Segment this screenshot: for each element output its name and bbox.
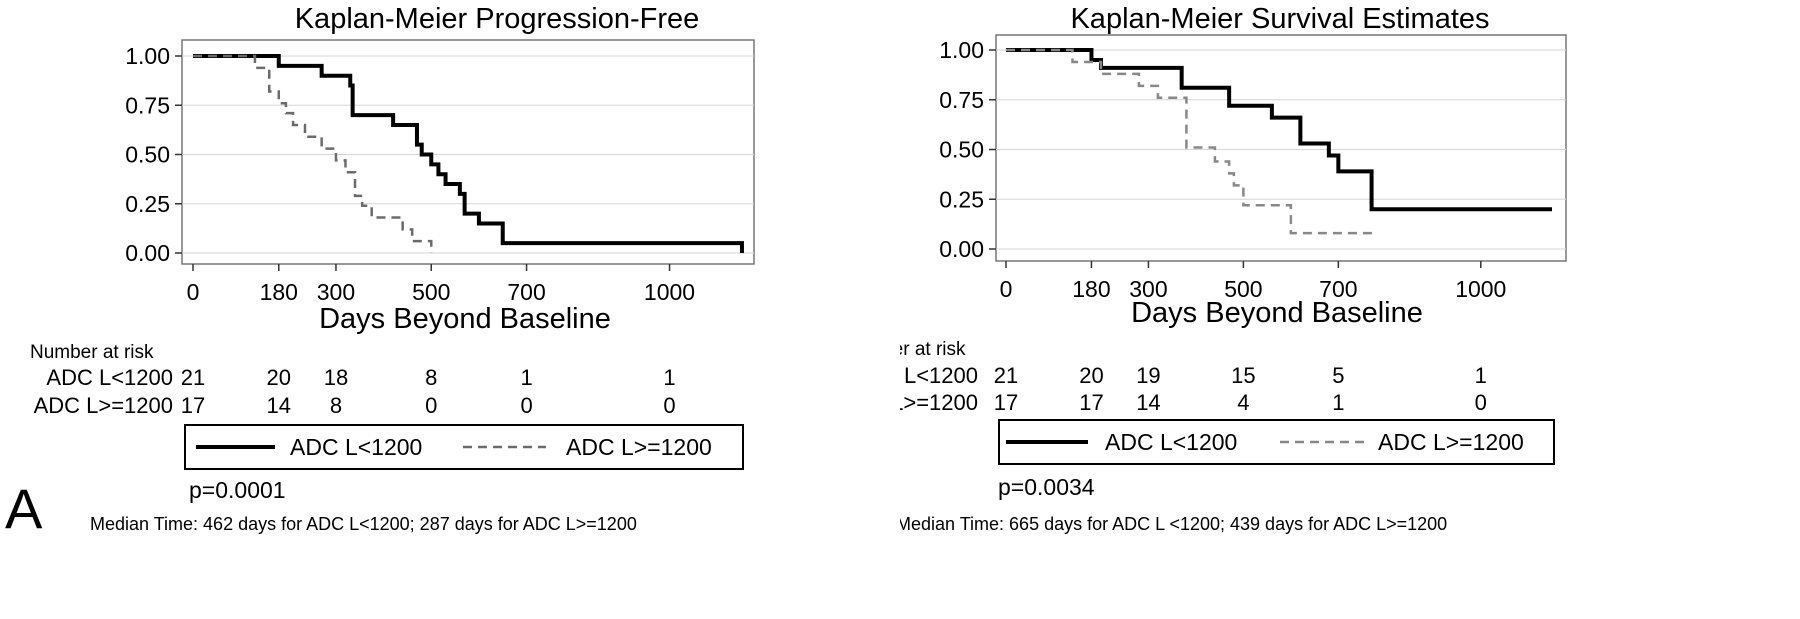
risk-table-values: 21 20 18 8 1 1 17 14 8 0 0 0 <box>181 365 676 418</box>
panel-a: Kaplan-Meier Progression-Free 0.00 0.25 0.… <box>5 3 755 540</box>
x-tick-label: 1000 <box>1455 276 1506 302</box>
y-tick-label: 0.25 <box>939 186 984 212</box>
x-tick-label: 300 <box>1129 276 1167 302</box>
km-curve-high-adc <box>193 54 433 253</box>
y-tick-label: 1.00 <box>125 43 170 69</box>
risk-count: 21 <box>994 363 1018 388</box>
risk-count: 5 <box>1332 363 1344 388</box>
risk-row-label: ADC L<1200 <box>900 363 978 388</box>
median-time: Median Time: 665 days for ADC L <1200; 4… <box>900 514 1447 534</box>
risk-row-label: ADC L>=1200 <box>34 393 173 418</box>
risk-table-header: Number at risk <box>30 342 154 363</box>
km-chart-a: Kaplan-Meier Progression-Free 0.000.250.… <box>5 3 755 540</box>
risk-count: 1 <box>1332 390 1344 415</box>
risk-row-label: ADC L>=1200 <box>900 390 978 415</box>
legend-label: ADC L>=1200 <box>566 434 712 460</box>
risk-count: 17 <box>994 390 1018 415</box>
y-tick-label: 0.25 <box>125 191 170 217</box>
risk-count: 0 <box>520 393 532 418</box>
risk-count: 4 <box>1237 390 1249 415</box>
median-time: Median Time: 462 days for ADC L<1200; 28… <box>90 514 637 534</box>
risk-count: 19 <box>1136 363 1160 388</box>
km-curve-low-adc <box>193 54 744 253</box>
km-chart-b: Kaplan-Meier Survival Estimates 0.00 0.25… <box>900 3 1567 534</box>
risk-table-header: Number at risk <box>900 339 966 360</box>
risk-count: 1 <box>520 365 532 390</box>
x-tick-label: 700 <box>507 279 545 305</box>
y-tick-label: 0.75 <box>939 87 984 113</box>
x-axis-label: Days Beyond Baseline <box>1131 297 1423 329</box>
km-curve-low-adc <box>1006 48 1552 212</box>
risk-count: 1 <box>1475 363 1487 388</box>
risk-count: 0 <box>1475 390 1487 415</box>
risk-count: 21 <box>181 365 205 390</box>
risk-count: 0 <box>425 393 437 418</box>
plot-area: 0.00 0.25 0.50 0.75 1.00 0 180 300 500 700 1000 <box>939 34 1567 302</box>
x-tick-label: 500 <box>412 279 450 305</box>
legend-box <box>998 419 1555 465</box>
risk-count: 15 <box>1231 363 1255 388</box>
risk-count: 8 <box>425 365 437 390</box>
x-axis-label: Days Beyond Baseline <box>319 303 611 335</box>
risk-count: 20 <box>267 365 291 390</box>
x-tick-label: 700 <box>1319 276 1357 302</box>
risk-count: 14 <box>1136 390 1160 415</box>
risk-count: 18 <box>324 365 348 390</box>
panel-b: Kaplan-Meier Survival Estimates 0.00 0.25… <box>900 0 1800 619</box>
y-tick-label: 0.75 <box>125 92 170 118</box>
plot-frame <box>995 34 1567 262</box>
risk-row-label: ADC L<1200 <box>46 365 173 390</box>
y-tick-label: 0.00 <box>939 236 984 262</box>
x-tick-label: 0 <box>1000 276 1013 302</box>
x-tick-label: 180 <box>1072 276 1110 302</box>
legend-label: ADC L<1200 <box>290 434 422 460</box>
x-tick-label: 300 <box>317 279 355 305</box>
y-tick-label: 0.00 <box>125 240 170 266</box>
plot-frame <box>181 39 755 265</box>
p-value: p=0.0034 <box>998 474 1095 500</box>
risk-count: 0 <box>663 393 675 418</box>
risk-table-values: 21 20 19 15 5 117 17 14 4 1 0 <box>994 363 1487 415</box>
km-curve-high-adc <box>1006 48 1377 235</box>
risk-count: 17 <box>1079 390 1103 415</box>
risk-count: 17 <box>181 393 205 418</box>
p-value: p=0.0001 <box>189 477 286 503</box>
x-tick-label: 1000 <box>644 279 695 305</box>
chart-title: Kaplan-Meier Survival Estimates <box>1070 3 1489 35</box>
plot-area: 0.00 0.25 0.50 0.75 1.00 0 180 300 500 700 1000 <box>125 39 755 305</box>
legend-label: ADC L<1200 <box>1105 429 1237 455</box>
x-tick-label: 0 <box>187 279 200 305</box>
risk-count: 8 <box>330 393 342 418</box>
chart-title: Kaplan-Meier Progression-Free <box>295 3 700 35</box>
y-tick-label: 1.00 <box>939 37 984 63</box>
legend-label: ADC L>=1200 <box>1378 429 1524 455</box>
y-tick-label: 0.50 <box>125 142 170 168</box>
risk-count: 14 <box>267 393 291 418</box>
risk-count: 1 <box>663 365 675 390</box>
risk-count: 20 <box>1079 363 1103 388</box>
y-tick-label: 0.50 <box>939 137 984 163</box>
panel-letter: A <box>5 477 43 540</box>
x-tick-label: 180 <box>260 279 298 305</box>
x-tick-label: 500 <box>1224 276 1262 302</box>
